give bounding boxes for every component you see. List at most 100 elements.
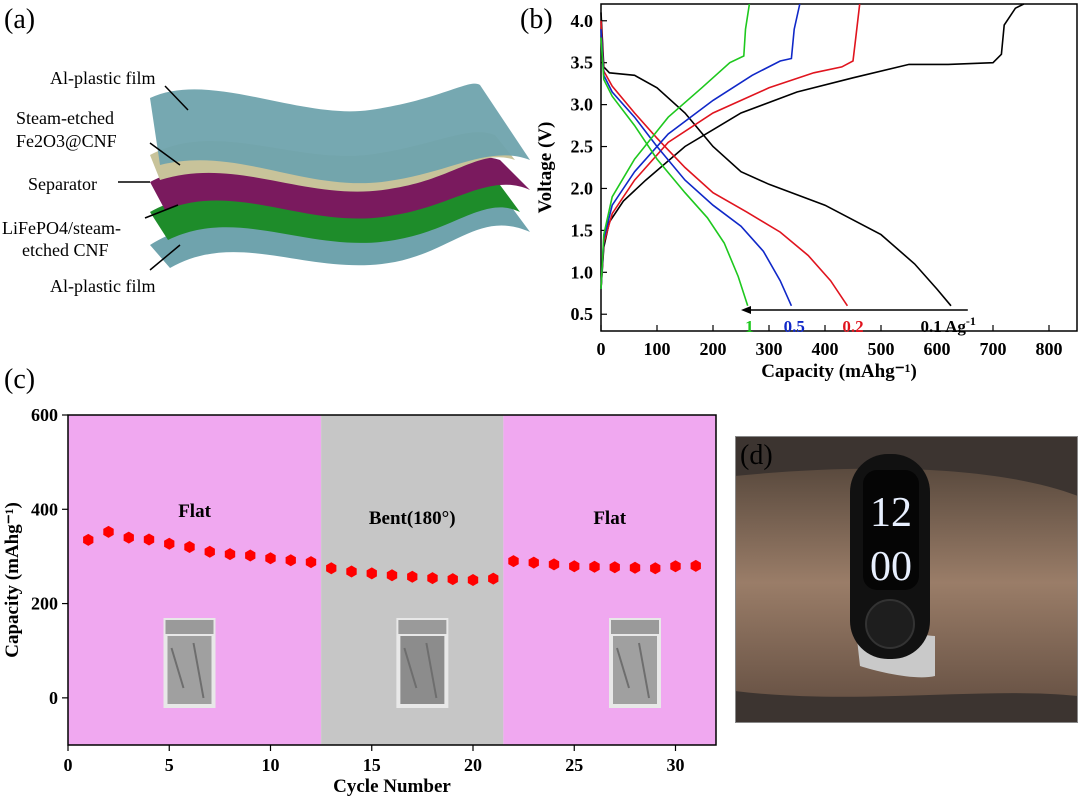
data-point [123,531,134,544]
layer-label-fe2o3: Fe2O3@CNF [16,131,117,151]
smartwatch-photo: 12 00 [735,436,1078,723]
data-point [488,572,499,585]
data-point [670,560,681,573]
layer-label-lifepo4: LiFePO4/steam- [2,218,121,238]
x-tick-label: 800 [1036,339,1063,359]
series-line-discharge [600,20,849,307]
layer-label-bottom-al: Al-plastic film [50,276,155,296]
data-point [103,525,114,538]
cell-texture [403,642,438,699]
rate-label: 1 [745,317,754,336]
series-line-discharge [600,37,749,307]
y-tick-label: 1.0 [571,262,594,282]
x-tick-label: 5 [165,755,174,775]
data-point [629,561,641,574]
x-tick-label: 0 [597,339,606,359]
data-point [427,572,438,585]
y-tick-label: 0.5 [571,304,594,324]
y-tick-label: 400 [31,499,58,519]
x-tick-label: 100 [644,339,671,359]
data-point [589,560,600,573]
x-axis-title: Capacity (mAhg⁻¹) [761,361,917,382]
watch-button[interactable] [865,599,915,649]
y-tick-label: 2.5 [571,137,594,157]
cell-texture [616,642,650,699]
data-point [407,570,418,583]
x-tick-label: 10 [262,755,280,775]
panel-d-label: (d) [740,440,773,471]
pouch-cell-photo [163,618,216,708]
layer-label-separator: Separator [28,174,97,194]
pouch-cell-photo [609,618,661,708]
data-point [447,573,458,586]
region-label: Bent(180°) [369,508,456,529]
data-point [528,556,539,569]
data-point [83,533,94,546]
x-tick-label: 25 [565,755,583,775]
pointer-line [144,204,179,219]
pouch-cell-schematic: Al-plastic film Steam-etched Fe2O3@CNF S… [2,68,530,296]
region-label: Flat [178,501,211,522]
cell-body [613,636,657,704]
data-point [143,533,155,546]
y-tick-label: 200 [31,594,58,614]
x-axis-title: Cycle Number [333,776,451,797]
data-point [265,552,276,565]
data-point [508,555,519,568]
y-tick-label: 600 [31,405,58,425]
cell-tab [611,620,659,634]
y-tick-label: 3.5 [571,53,594,73]
x-tick-label: 30 [667,755,685,775]
data-point [305,556,317,569]
x-tick-label: 20 [464,755,482,775]
cell-tab [165,620,214,634]
data-point [548,558,560,571]
plot-frame [600,3,1078,332]
data-point [609,561,620,574]
plot-frame [67,414,717,746]
x-tick-label: 400 [812,339,839,359]
data-point [184,541,195,553]
series-line-charge [600,3,861,290]
series-line-charge [600,3,801,290]
y-axis-title: Voltage (V) [535,122,556,214]
layer-label-top-al: Al-plastic film [50,68,155,88]
x-tick-label: 700 [980,339,1007,359]
panel-c-label: (c) [4,364,36,395]
cell-body [167,636,212,704]
series-line-charge [600,3,1025,290]
rate-label: 0.2 [842,317,863,336]
cycling-chart: Flat Bent(180°) Flat 0 5 10 15 20 25 30 0 200 400 600… [2,405,717,797]
y-tick-label: 0 [49,688,58,708]
rate-arrow-head [741,306,751,315]
layer-label-etched-cnf: etched CNF [22,240,108,260]
watch-screen [863,470,919,590]
pointer-line [149,244,181,271]
cell-texture [170,642,205,699]
y-tick-label: 3.0 [571,95,594,115]
series-line-charge [600,3,751,290]
data-point [326,562,337,575]
data-point [346,565,357,578]
bottom-al-film-layer [150,197,530,268]
y-tick-label: 1.5 [571,220,594,240]
pointer-line [149,142,181,166]
data-point [285,554,296,567]
x-tick-label: 300 [756,339,783,359]
data-point [569,560,580,573]
series-line-discharge [600,12,952,307]
region-label: Flat [593,508,626,529]
pointer-line [164,85,189,111]
top-al-film-layer [150,83,530,184]
x-tick-label: 200 [700,339,727,359]
pouch-cell-photo [396,618,449,708]
x-tick-label: 500 [868,339,895,359]
data-point [204,545,215,558]
watch-time-minutes: 00 [870,544,912,590]
charge-discharge-chart: 0 100 200 300 400 500 600 700 800 0.5 1.0 1.5 2.0 2.5… [535,3,1078,382]
x-tick-label: 0 [64,755,73,775]
panel-b-label: (b) [520,4,553,35]
x-tick-label: 15 [363,755,381,775]
series-line-discharge [600,29,793,307]
